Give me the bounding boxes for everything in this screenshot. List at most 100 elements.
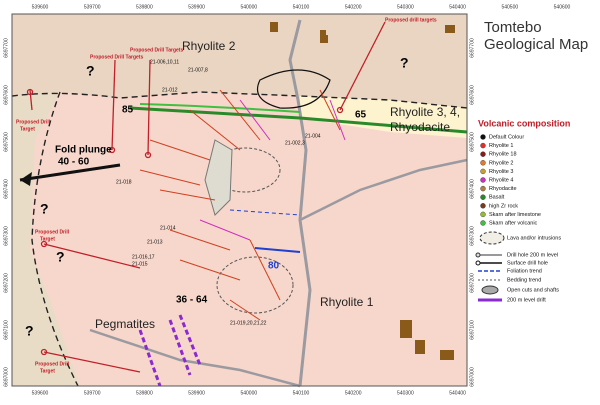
legend-symbol <box>475 252 481 258</box>
hole-label: 21-004 <box>305 133 321 139</box>
grid-label: 540100 <box>293 390 310 396</box>
grid-label: 540300 <box>397 390 414 396</box>
foliation <box>229 209 301 216</box>
grid-label: 540500 <box>501 4 518 10</box>
legend-swatch <box>480 194 486 200</box>
grid-label: 539600 <box>32 4 49 10</box>
grid-label: 540000 <box>240 4 257 10</box>
legend-label: Rhyolite 3 <box>489 169 513 175</box>
grid-label: 540200 <box>345 390 362 396</box>
fold-label: 40 - 60 <box>58 157 90 168</box>
hole-label: 21-006,10,11 <box>150 59 179 65</box>
hole-label: 21-015 <box>132 261 148 267</box>
grid-label: 539900 <box>188 4 205 10</box>
grid-label: 6697000 <box>3 367 9 387</box>
legend-swatch <box>480 160 486 166</box>
west-area <box>12 92 80 386</box>
grid-label: 540100 <box>293 4 310 10</box>
grid-label: 540000 <box>240 390 257 396</box>
grid-label: 6697500 <box>3 132 9 152</box>
legend-symbol <box>479 231 505 245</box>
legend-swatch <box>480 185 486 192</box>
rhyolite-2-area <box>12 14 467 112</box>
target-label: Target <box>40 368 55 374</box>
legend-swatch <box>480 134 486 140</box>
target-label: Proposed Drill <box>35 361 70 367</box>
legend-swatch <box>480 151 486 157</box>
legend-swatch <box>480 142 486 149</box>
target-label: Target <box>40 236 55 242</box>
legend-label: Lava and/or intrusions <box>507 235 561 241</box>
drill-traces <box>139 89 341 321</box>
target-label: Proposed Drill Targets <box>130 47 183 53</box>
legend-swatch <box>480 220 486 226</box>
grid-label: 6697100 <box>469 320 475 340</box>
legend-label: Rhyolite 1 <box>489 143 513 149</box>
road <box>299 158 468 222</box>
dip-label: 80 <box>268 261 280 272</box>
legend-swatch <box>480 168 486 175</box>
unit-label: Pegmatites <box>95 317 155 331</box>
grid-label: 6697200 <box>469 273 475 293</box>
drill-traces <box>199 99 346 241</box>
grid-label: 6697500 <box>469 132 475 152</box>
target-label: Proposed Drill <box>35 229 70 235</box>
map-labels: Rhyolite 2 Rhyolite 1 Rhyolite 3, 4, Rhy… <box>16 17 460 374</box>
legend-label: Default Colour <box>489 134 524 140</box>
grid-label: 540300 <box>397 4 414 10</box>
hole-label: 21-014 <box>160 225 176 231</box>
skarn-band <box>139 103 301 113</box>
legend-label: Bedding trend <box>507 277 541 283</box>
legend-label: Foliation trend <box>507 268 542 274</box>
dip-label: 85 <box>122 105 134 116</box>
unknown: ? <box>56 249 65 265</box>
road <box>288 19 312 387</box>
unit-label: Rhyodacite <box>390 120 450 134</box>
legend-label: Surface drill hole <box>507 260 548 266</box>
grid-label: 6697300 <box>469 226 475 246</box>
legend-swatch <box>480 177 486 183</box>
contact <box>11 91 468 109</box>
grid-label: 539700 <box>84 390 101 396</box>
grid-label: 6697100 <box>3 320 9 340</box>
legend-symbol <box>481 285 499 295</box>
road <box>89 328 301 388</box>
unknown: ? <box>40 201 49 217</box>
buildings <box>270 22 455 360</box>
legend-label: Rhyolite 4 <box>489 177 513 183</box>
dip-label: 65 <box>355 110 367 121</box>
hole-label: 21-016,17 <box>132 254 155 260</box>
unknown: ? <box>86 63 95 79</box>
legend-label: Rhyolite 2 <box>489 160 513 166</box>
hole-label: 21-002,3 <box>285 140 305 146</box>
grid-label: 6697700 <box>3 38 9 58</box>
grid-label: 6697200 <box>3 273 9 293</box>
legend-swatch <box>480 203 486 209</box>
map-frame <box>11 13 468 387</box>
hole-label: 21-007,8 <box>188 67 208 73</box>
hole-label: 21-018 <box>116 179 132 185</box>
target-label: Target <box>20 126 35 132</box>
legend-label: Skarn after volcanic <box>489 220 538 226</box>
legend-label: 200 m level drift <box>507 297 546 303</box>
grid-label: 539800 <box>136 390 153 396</box>
hole-label: 21-019,20,21,22 <box>230 320 267 326</box>
grid-label: 6697600 <box>469 85 475 105</box>
legend-label: Rhyolite 18 <box>489 152 517 158</box>
grid-label: 6697000 <box>469 367 475 387</box>
legend-label: Drill hole 200 m level <box>507 252 558 258</box>
legend-label: Basalt <box>489 195 505 201</box>
grid-label: 6697700 <box>469 38 475 58</box>
target-label: Proposed drill targets <box>385 17 437 23</box>
legend-symbol <box>475 260 481 266</box>
title: Geological Map <box>484 36 588 53</box>
legend-title: Volcanic composition <box>478 118 570 128</box>
contact-west <box>31 91 79 387</box>
legend-label: Skarn after limestone <box>489 212 541 218</box>
grid-label: 539900 <box>188 390 205 396</box>
unknown: ? <box>25 323 34 339</box>
grid-label: 540600 <box>554 4 571 10</box>
target-lines <box>26 21 386 373</box>
grid-label: 6697600 <box>3 85 9 105</box>
